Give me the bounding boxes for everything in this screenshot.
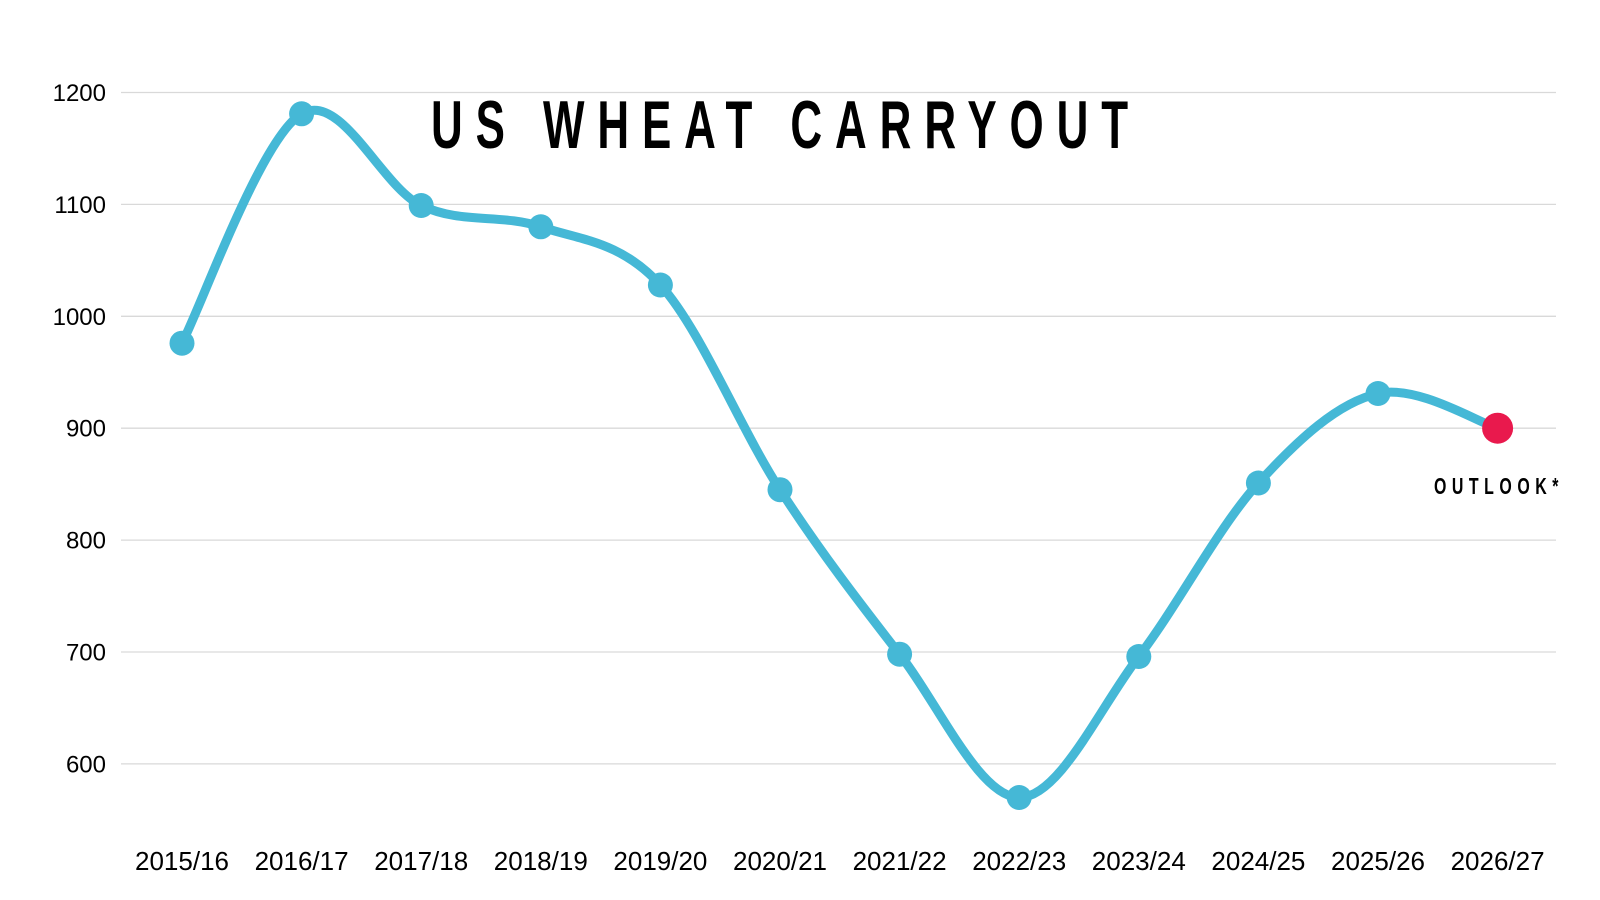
data-point — [1006, 785, 1032, 810]
gridlines — [121, 91, 1556, 765]
outlook-data-point — [1482, 412, 1514, 444]
data-point — [1126, 644, 1152, 669]
data-point — [647, 272, 673, 298]
data-point — [1365, 381, 1391, 406]
data-point — [169, 330, 195, 356]
y-tick-label: 1200 — [53, 80, 106, 107]
x-tick-label: 2024/25 — [1211, 846, 1305, 876]
y-tick-label: 900 — [66, 416, 106, 443]
data-point — [408, 193, 434, 218]
y-tick-label: 1000 — [53, 304, 106, 331]
x-tick-label: 2023/24 — [1092, 846, 1186, 876]
x-axis-labels: 2015/16 2016/17 2017/18 2018/19 2019/20 2020/… — [135, 846, 1545, 876]
x-tick-label: 2026/27 — [1451, 846, 1545, 876]
y-axis-labels: 1200 1100 1000 900 800 700 600 — [53, 80, 106, 778]
data-points — [169, 101, 1514, 810]
chart-title: US WHEAT CARRYOUT — [431, 87, 1141, 163]
x-tick-label: 2019/20 — [613, 846, 707, 876]
x-tick-label: 2020/21 — [733, 846, 827, 876]
x-tick-label: 2017/18 — [374, 846, 468, 876]
x-tick-label: 2018/19 — [494, 846, 588, 876]
data-point — [1245, 470, 1271, 496]
x-tick-label: 2025/26 — [1331, 846, 1425, 876]
data-point — [289, 101, 315, 127]
data-point — [887, 641, 913, 667]
y-tick-label: 600 — [66, 751, 106, 778]
data-point — [767, 477, 793, 503]
y-tick-label: 800 — [66, 528, 106, 555]
y-tick-label: 700 — [66, 640, 106, 667]
y-tick-label: 1100 — [54, 192, 106, 219]
data-point — [528, 214, 554, 240]
x-tick-label: 2016/17 — [255, 846, 349, 876]
line-series — [177, 106, 1503, 803]
x-tick-label: 2021/22 — [853, 846, 947, 876]
outlook-annotation: OUTLOOK* — [1434, 473, 1564, 499]
x-tick-label: 2015/16 — [135, 846, 229, 876]
x-tick-label: 2022/23 — [972, 846, 1066, 876]
